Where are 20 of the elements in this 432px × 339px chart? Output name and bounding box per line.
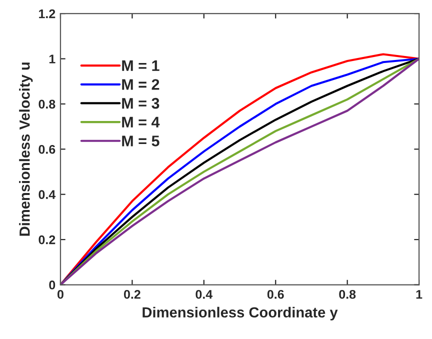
y-tick-label: 0 (49, 280, 56, 290)
legend-label: M = 1 (122, 60, 160, 71)
legend-label: M = 3 (122, 98, 160, 109)
legend-label: M = 5 (122, 136, 160, 146)
x-tick-label: 0.4 (196, 290, 213, 299)
y-tick-label: 0.2 (38, 235, 56, 244)
x-tick-label: 0.8 (339, 290, 356, 299)
y-tick-label: 0.6 (38, 144, 56, 154)
y-tick-label: 0.8 (38, 100, 56, 109)
legend-label: M = 4 (122, 116, 160, 128)
legend-label: M = 2 (122, 79, 160, 90)
y-axis-title: Dimensionless Velocity u (19, 62, 33, 236)
x-tick-label: 0.2 (124, 290, 140, 299)
x-tick-label: 0 (58, 290, 64, 299)
y-tick-label: 1 (49, 54, 56, 64)
x-axis-title: Dimensionless Coordinate y (142, 306, 338, 320)
y-tick-label: 1.2 (39, 9, 56, 18)
y-tick-label: 0.4 (38, 190, 56, 200)
x-tick-label: 1 (416, 290, 422, 299)
x-tick-label: 0.6 (267, 290, 284, 299)
